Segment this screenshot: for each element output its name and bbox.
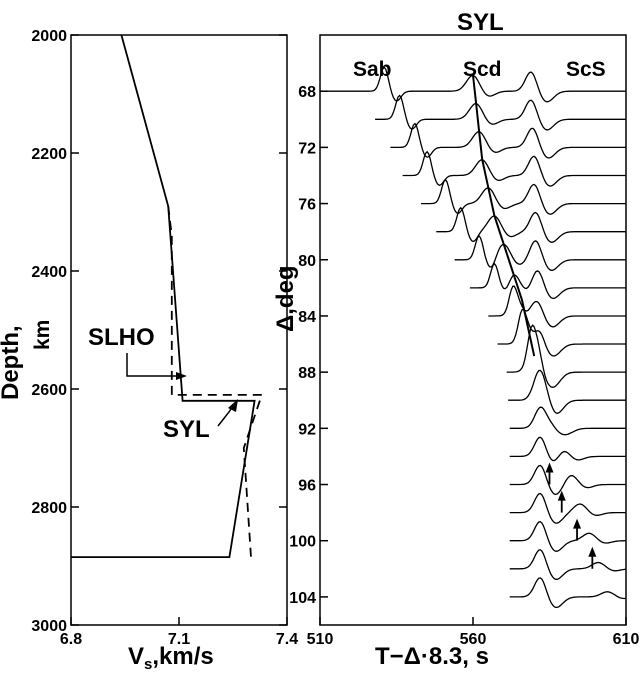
seismogram-trace	[506, 324, 626, 388]
right-x-tick-label: 510	[307, 631, 334, 648]
seismogram-trace	[509, 577, 627, 609]
seismogram-trace	[497, 308, 626, 357]
left-y-tick-label: 2800	[31, 500, 67, 517]
scd-arrowhead	[588, 546, 597, 557]
right-y-tick-label: 96	[298, 478, 316, 495]
left-y-tick-label: 2000	[31, 28, 67, 45]
seismogram-trace	[509, 406, 626, 436]
right-y-tick-label: 68	[298, 84, 316, 101]
right-title: SYL	[457, 9, 504, 36]
seismogram-trace	[509, 549, 627, 580]
seismogram-trace	[509, 436, 626, 462]
right-y-tick-label: 76	[298, 197, 316, 214]
left-x-axis-label: Vs,km/s	[128, 643, 214, 673]
right-y-axis-label: Δ,deg	[272, 265, 299, 332]
seismogram-trace	[508, 369, 626, 414]
right-y-tick-label: 100	[289, 534, 316, 551]
slho-pointer	[126, 353, 176, 377]
right-x-axis-label: T−Δ·8.3, s	[375, 643, 489, 670]
scd-arrival-curve	[472, 75, 536, 357]
right-x-tick-label: 560	[460, 631, 487, 648]
profile-line-slho	[167, 205, 264, 558]
scd-arrowhead	[545, 462, 554, 473]
left-y-tick-label: 2600	[31, 382, 67, 399]
seismogram-trace	[509, 464, 626, 496]
seismogram-trace	[375, 94, 626, 131]
slho-arrowhead	[176, 372, 187, 380]
left-y-tick-label: 3000	[31, 618, 67, 635]
profile-line-syl	[71, 34, 256, 558]
scd-arrowhead	[573, 518, 582, 529]
right-y-tick-label: 104	[289, 590, 316, 607]
seismogram-trace	[469, 262, 626, 300]
right-y-tick-label: 80	[298, 253, 316, 270]
seismogram-trace	[509, 521, 626, 552]
phase-label-sab: Sab	[353, 58, 392, 81]
phase-label-scs: ScS	[566, 58, 606, 81]
left-y-axis-unit: km	[31, 320, 54, 350]
left-y-tick-label: 2200	[31, 146, 67, 163]
left-y-axis-label: Depth,	[0, 325, 24, 400]
right-y-tick-label: 84	[298, 309, 316, 326]
seismogram-trace	[488, 285, 626, 328]
seismogram-trace	[454, 234, 626, 271]
syl-label: SYL	[163, 416, 210, 443]
left-x-tick-label: 7.1	[168, 631, 190, 648]
syl-arrowhead	[228, 399, 238, 412]
scd-arrowhead	[557, 490, 566, 501]
seismogram-trace	[509, 492, 626, 524]
seismogram-chart: SYL Sab Scd ScS 687276808488929610010451…	[272, 9, 639, 670]
right-y-tick-label: 72	[298, 140, 316, 157]
right-y-tick-label: 92	[298, 421, 316, 438]
right-plot-frame	[319, 34, 627, 626]
seismogram-trace	[421, 178, 626, 215]
left-x-tick-label: 6.8	[60, 631, 82, 648]
left-x-tick-label: 7.4	[276, 631, 298, 648]
seismogram-trace	[436, 206, 626, 243]
slho-label: SLHO	[88, 324, 155, 351]
left-y-tick-label: 2400	[31, 264, 67, 281]
seismogram-trace	[402, 150, 626, 187]
right-y-tick-label: 88	[298, 365, 316, 382]
right-x-tick-label: 610	[613, 631, 640, 648]
